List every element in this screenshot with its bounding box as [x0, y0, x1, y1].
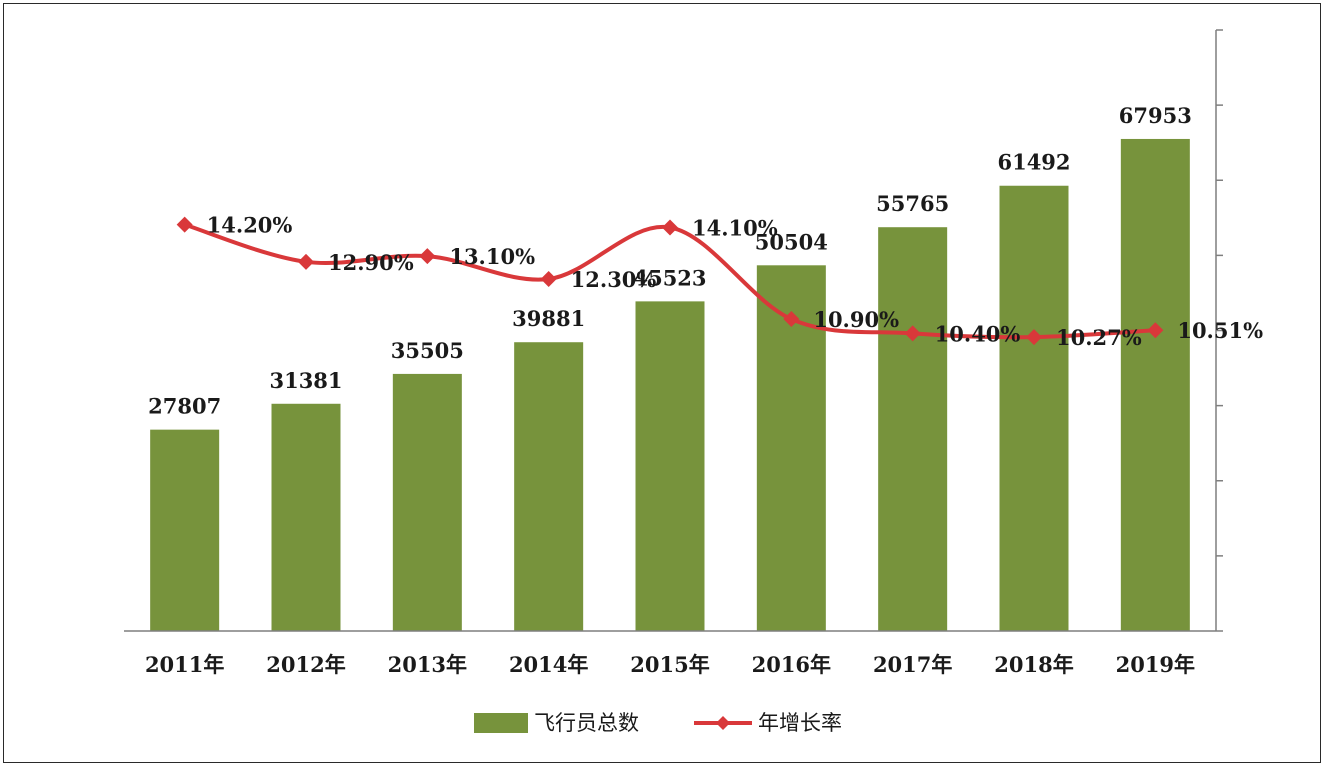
growth-value-label: 10.51%: [1177, 318, 1263, 343]
x-tick-label: 2017年: [873, 652, 952, 677]
bar-value-label: 35505: [391, 338, 464, 363]
legend-swatch-marker: [716, 716, 730, 730]
bar-value-label: 50504: [755, 229, 828, 254]
growth-value-label: 10.40%: [935, 321, 1021, 346]
growth-value-label: 12.90%: [328, 250, 414, 275]
growth-marker: [904, 325, 921, 342]
growth-value-label: 14.10%: [692, 215, 778, 240]
x-tick-label: 2012年: [266, 652, 345, 677]
bar-value-label: 27807: [148, 394, 221, 419]
growth-value-label: 10.90%: [813, 307, 899, 332]
bar-value-label: 61492: [997, 150, 1070, 175]
bar-value-label: 45523: [633, 265, 706, 290]
growth-marker: [662, 219, 678, 236]
legend-label-line: 年增长率: [758, 711, 842, 735]
bar: [392, 373, 462, 631]
bar-value-labels: 27807 31381 35505 39881 45523 50504 55765 61492…: [148, 103, 1192, 419]
bar-value-label: 67953: [1119, 103, 1192, 128]
bar-value-label: 39881: [512, 306, 585, 331]
bar: [1120, 138, 1190, 632]
growth-marker: [176, 216, 193, 233]
growth-value-label: 14.20%: [207, 213, 293, 238]
right-axis: [1215, 29, 1223, 632]
legend: 飞行员总数 年增长率: [474, 711, 842, 735]
x-tick-label: 2018年: [994, 652, 1073, 677]
growth-line-series: [176, 216, 1164, 346]
x-axis: 2011年 2012年 2013年 2014年 2015年 2016年 2017年 2018年…: [124, 630, 1216, 677]
x-tick-label: 2019年: [1116, 652, 1195, 677]
bar-value-label: 31381: [269, 368, 342, 393]
legend-label-bar: 飞行员总数: [534, 711, 639, 735]
bar: [271, 403, 341, 631]
bar: [878, 227, 948, 632]
x-tick-label: 2014年: [509, 652, 588, 677]
growth-marker: [298, 253, 314, 270]
growth-marker: [1026, 329, 1042, 346]
growth-marker: [419, 248, 436, 265]
bar: [635, 301, 705, 631]
growth-marker: [1147, 322, 1164, 339]
x-tick-label: 2013年: [388, 652, 467, 677]
bar: [514, 342, 584, 631]
growth-value-label: 10.27%: [1056, 325, 1142, 350]
growth-marker: [540, 270, 557, 287]
bar-value-label: 55765: [876, 191, 949, 216]
x-tick-label: 2016年: [752, 652, 831, 677]
growth-value-labels: 14.20% 12.90% 13.10% 12.30% 14.10% 10.90% 10.4…: [207, 213, 1263, 350]
legend-swatch-bar: [474, 713, 528, 733]
growth-marker: [783, 311, 800, 328]
x-tick-label: 2011年: [145, 652, 224, 677]
growth-value-label: 12.30%: [571, 267, 657, 292]
growth-value-label: 13.10%: [449, 244, 535, 269]
bar: [150, 429, 220, 631]
x-tick-label: 2015年: [630, 652, 709, 677]
bar: [999, 185, 1069, 631]
